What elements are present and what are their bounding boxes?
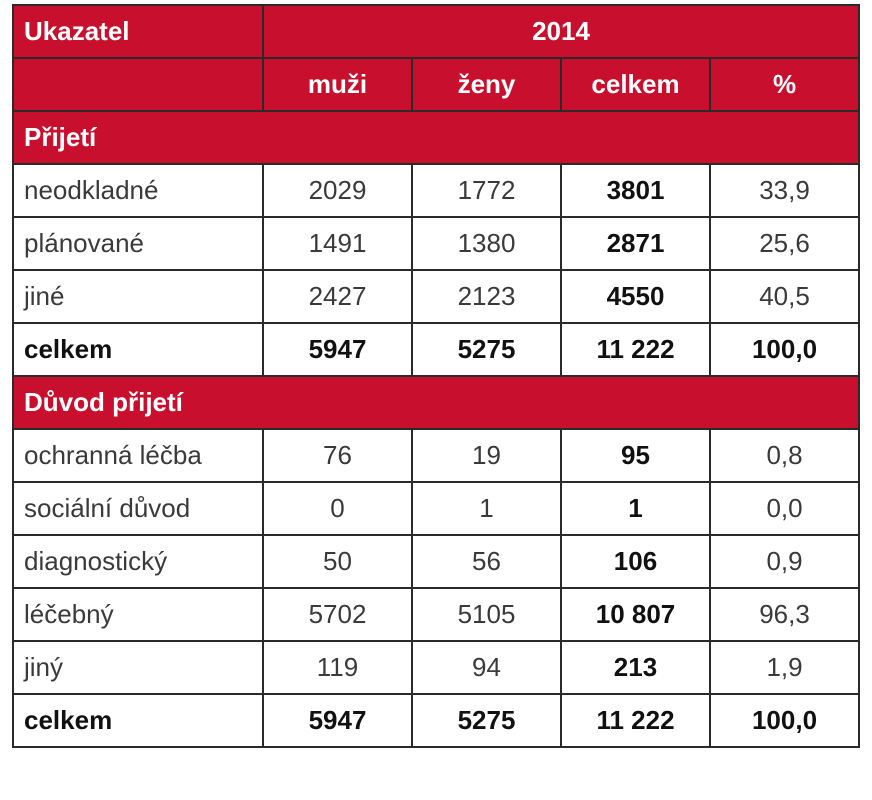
- row-label: neodkladné: [12, 163, 264, 218]
- row-label: plánované: [12, 216, 264, 271]
- total-row: celkem 5947 5275 11 222 100,0: [12, 322, 861, 377]
- percent-cell: 33,9: [708, 163, 861, 218]
- row-label: diagnostický: [12, 534, 264, 589]
- year-header: 2014: [261, 4, 861, 59]
- total-percent-cell: 100,0: [708, 322, 861, 377]
- women-cell: 56: [411, 534, 562, 589]
- total-cell: 4550: [560, 269, 711, 324]
- total-women-cell: 5275: [411, 693, 562, 748]
- column-header-men: muži: [262, 57, 413, 112]
- total-total-cell: 11 222: [560, 693, 711, 748]
- header-row-columns: muži ženy celkem %: [12, 57, 861, 112]
- total-cell: 95: [560, 428, 711, 483]
- total-row: celkem 5947 5275 11 222 100,0: [12, 693, 861, 748]
- men-cell: 76: [262, 428, 413, 483]
- statistics-table: Ukazatel 2014 muži ženy celkem % Přijetí…: [11, 4, 861, 748]
- table-row: neodkladné 2029 1772 3801 33,9: [12, 163, 861, 218]
- section-title: Důvod přijetí: [11, 375, 861, 430]
- indicator-header: Ukazatel: [12, 4, 264, 59]
- total-cell: 106: [560, 534, 711, 589]
- women-cell: 94: [411, 640, 562, 695]
- total-label: celkem: [12, 322, 264, 377]
- men-cell: 119: [262, 640, 413, 695]
- section-header-row: Přijetí: [11, 110, 861, 165]
- women-cell: 1: [411, 481, 562, 536]
- column-header-percent: %: [708, 57, 861, 112]
- women-cell: 2123: [411, 269, 562, 324]
- table-row: léčebný 5702 5105 10 807 96,3: [12, 587, 861, 642]
- men-cell: 2029: [262, 163, 413, 218]
- table-row: plánované 1491 1380 2871 25,6: [12, 216, 861, 271]
- percent-cell: 25,6: [708, 216, 861, 271]
- total-cell: 10 807: [560, 587, 711, 642]
- table-container: Ukazatel 2014 muži ženy celkem % Přijetí…: [11, 4, 861, 748]
- header-row-year: Ukazatel 2014: [12, 4, 861, 59]
- section-title: Přijetí: [11, 110, 861, 165]
- total-cell: 213: [560, 640, 711, 695]
- row-label: sociální důvod: [12, 481, 264, 536]
- table-row: jiné 2427 2123 4550 40,5: [12, 269, 861, 324]
- total-men-cell: 5947: [262, 693, 413, 748]
- percent-cell: 96,3: [708, 587, 861, 642]
- men-cell: 2427: [262, 269, 413, 324]
- row-label: jiný: [12, 640, 264, 695]
- percent-cell: 0,9: [708, 534, 861, 589]
- column-header-women: ženy: [411, 57, 562, 112]
- row-label: léčebný: [12, 587, 264, 642]
- row-label: jiné: [12, 269, 264, 324]
- men-cell: 1491: [262, 216, 413, 271]
- men-cell: 50: [262, 534, 413, 589]
- men-cell: 5702: [262, 587, 413, 642]
- column-header-total: celkem: [560, 57, 711, 112]
- percent-cell: 1,9: [708, 640, 861, 695]
- women-cell: 1380: [411, 216, 562, 271]
- percent-cell: 0,8: [708, 428, 861, 483]
- header-empty-cell: [12, 57, 264, 112]
- total-cell: 1: [560, 481, 711, 536]
- table-row: diagnostický 50 56 106 0,9: [12, 534, 861, 589]
- women-cell: 1772: [411, 163, 562, 218]
- percent-cell: 0,0: [708, 481, 861, 536]
- total-cell: 3801: [560, 163, 711, 218]
- section-header-row: Důvod přijetí: [11, 375, 861, 430]
- total-cell: 2871: [560, 216, 711, 271]
- men-cell: 0: [262, 481, 413, 536]
- total-men-cell: 5947: [262, 322, 413, 377]
- table-row: sociální důvod 0 1 1 0,0: [12, 481, 861, 536]
- table-row: jiný 119 94 213 1,9: [12, 640, 861, 695]
- row-label: ochranná léčba: [12, 428, 264, 483]
- percent-cell: 40,5: [708, 269, 861, 324]
- total-label: celkem: [12, 693, 264, 748]
- total-women-cell: 5275: [411, 322, 562, 377]
- total-percent-cell: 100,0: [708, 693, 861, 748]
- table-row: ochranná léčba 76 19 95 0,8: [12, 428, 861, 483]
- women-cell: 5105: [411, 587, 562, 642]
- women-cell: 19: [411, 428, 562, 483]
- total-total-cell: 11 222: [560, 322, 711, 377]
